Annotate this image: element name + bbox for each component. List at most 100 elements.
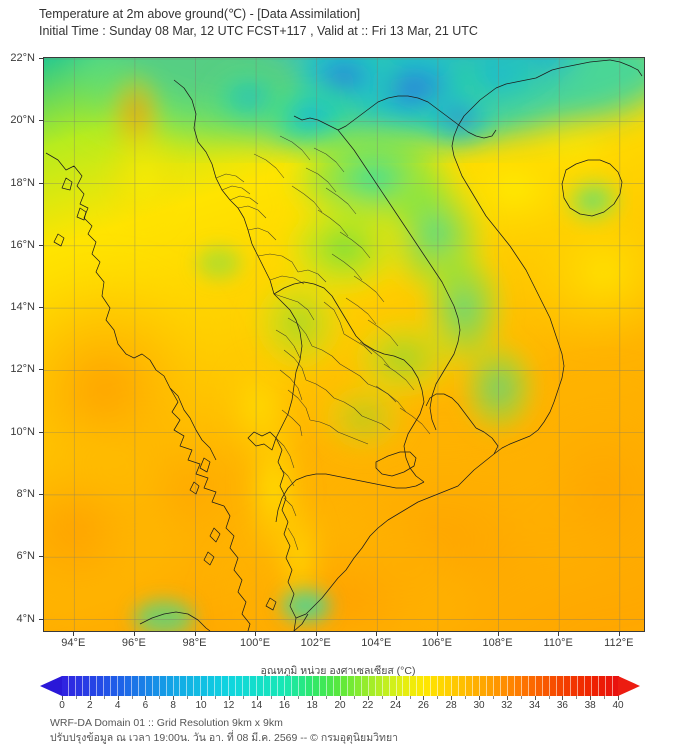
colorbar-tick bbox=[506, 696, 508, 700]
colorbar-band bbox=[480, 676, 488, 696]
colorbar-tick bbox=[492, 696, 494, 699]
colorbar-band bbox=[514, 676, 522, 696]
colorbar-tick bbox=[103, 696, 105, 699]
colorbar-tick bbox=[159, 696, 161, 699]
colorbar-over-arrow bbox=[618, 676, 640, 696]
colorbar-tick bbox=[465, 696, 467, 699]
colorbar-band bbox=[298, 676, 306, 696]
colorbar-band bbox=[229, 676, 237, 696]
colorbar-tick bbox=[479, 696, 480, 700]
colorbar-band bbox=[159, 676, 167, 696]
colorbar-band bbox=[508, 676, 515, 696]
colorbar-tick-label: 10 bbox=[195, 700, 207, 711]
colorbar-band bbox=[368, 676, 376, 696]
colorbar-band bbox=[535, 676, 543, 696]
colorbar-band bbox=[75, 676, 83, 696]
colorbar-band bbox=[145, 676, 153, 696]
x-tick-label: 106°E bbox=[421, 637, 452, 649]
map-plot-area bbox=[43, 57, 645, 632]
colorbar-tick bbox=[381, 696, 383, 699]
colorbar-band bbox=[117, 676, 125, 696]
colorbar-tick bbox=[312, 696, 314, 700]
colorbar-band bbox=[326, 676, 334, 696]
colorbar-band bbox=[340, 676, 348, 696]
colorbar-tick-label: 20 bbox=[334, 700, 346, 711]
colorbar-band bbox=[354, 676, 362, 696]
colorbar-tick-label: 36 bbox=[556, 700, 568, 711]
colorbar-tick bbox=[451, 696, 453, 700]
colorbar-band bbox=[208, 676, 216, 696]
x-tick-label: 96°E bbox=[121, 637, 146, 649]
x-tick-label: 98°E bbox=[182, 637, 207, 649]
colorbar-tick bbox=[242, 696, 244, 699]
colorbar-tick-label: 30 bbox=[473, 700, 485, 711]
colorbar-band bbox=[82, 676, 90, 696]
y-tick-label: 14°N bbox=[10, 301, 35, 314]
colorbar-tick bbox=[117, 696, 119, 700]
colorbar-tick bbox=[548, 696, 550, 699]
colorbar-band bbox=[570, 676, 578, 696]
colorbar-band bbox=[612, 676, 619, 696]
colorbar-tick bbox=[298, 696, 300, 699]
colorbar-tick bbox=[423, 696, 425, 700]
colorbar-band bbox=[473, 676, 481, 696]
y-tick-label: 16°N bbox=[10, 238, 35, 251]
colorbar-tick bbox=[201, 696, 202, 700]
colorbar-band bbox=[278, 676, 285, 696]
footer-line-2: ปรับปรุงข้อมูล ณ เวลา 19:00น. วัน อา. ที… bbox=[50, 732, 398, 744]
colorbar-band bbox=[382, 676, 390, 696]
colorbar-under-arrow bbox=[40, 676, 62, 696]
colorbar-band bbox=[591, 676, 599, 696]
y-tick-label: 10°N bbox=[10, 425, 35, 438]
title-line-2: Initial Time : Sunday 08 Mar, 12 UTC FCS… bbox=[39, 24, 478, 38]
colorbar-band bbox=[333, 676, 341, 696]
footer-line-1: WRF-DA Domain 01 :: Grid Resolution 9km … bbox=[50, 717, 283, 729]
colorbar-tick-label: 18 bbox=[306, 700, 318, 711]
colorbar-tick-label: 34 bbox=[529, 700, 541, 711]
colorbar-band bbox=[361, 676, 369, 696]
colorbar-tick bbox=[256, 696, 258, 700]
colorbar-tick bbox=[562, 696, 564, 700]
colorbar-band bbox=[396, 676, 404, 696]
colorbar-tick bbox=[145, 696, 147, 700]
colorbar-band bbox=[152, 676, 160, 696]
colorbar-band bbox=[452, 676, 460, 696]
y-tick-label: 18°N bbox=[10, 176, 35, 189]
colorbar-tick bbox=[409, 696, 411, 699]
colorbar-band bbox=[124, 676, 132, 696]
y-tick-label: 8°N bbox=[16, 487, 35, 500]
colorbar-band bbox=[598, 676, 606, 696]
colorbar-band bbox=[89, 676, 97, 696]
colorbar-tick bbox=[62, 696, 63, 700]
colorbar-tick bbox=[367, 696, 369, 700]
footer-block: WRF-DA Domain 01 :: Grid Resolution 9km … bbox=[50, 716, 398, 746]
colorbar-band bbox=[62, 676, 69, 696]
colorbar-tick-label: 0 bbox=[59, 700, 65, 711]
x-tick-label: 108°E bbox=[482, 637, 513, 649]
colorbar-tick-label: 8 bbox=[170, 700, 176, 711]
colorbar-band bbox=[96, 676, 104, 696]
colorbar-band bbox=[466, 676, 474, 696]
colorbar-band bbox=[556, 676, 564, 696]
map-frame bbox=[43, 57, 645, 632]
colorbar-band bbox=[166, 676, 174, 696]
colorbar-tick bbox=[437, 696, 439, 699]
colorbar-band bbox=[271, 676, 279, 696]
colorbar-band bbox=[389, 676, 397, 696]
colorbar-band bbox=[250, 676, 258, 696]
colorbar bbox=[40, 676, 640, 696]
colorbar-band bbox=[375, 676, 383, 696]
colorbar-band bbox=[243, 676, 251, 696]
colorbar-band bbox=[138, 676, 146, 696]
colorbar-band bbox=[459, 676, 467, 696]
colorbar-tick bbox=[284, 696, 286, 700]
colorbar-band bbox=[584, 676, 592, 696]
colorbar-band bbox=[549, 676, 557, 696]
colorbar-band bbox=[222, 676, 230, 696]
x-tick-label: 104°E bbox=[361, 637, 392, 649]
chart-title-block: Temperature at 2m above ground(℃) - [Dat… bbox=[39, 6, 478, 40]
colorbar-axis: 0 2 4 6 8 10 12 14 16 18 20 22 24 26 28 30 32 34 36 38 40 bbox=[40, 696, 640, 712]
colorbar-tick-label: 16 bbox=[278, 700, 290, 711]
y-tick-label: 22°N bbox=[10, 52, 35, 64]
colorbar-band bbox=[180, 676, 188, 696]
